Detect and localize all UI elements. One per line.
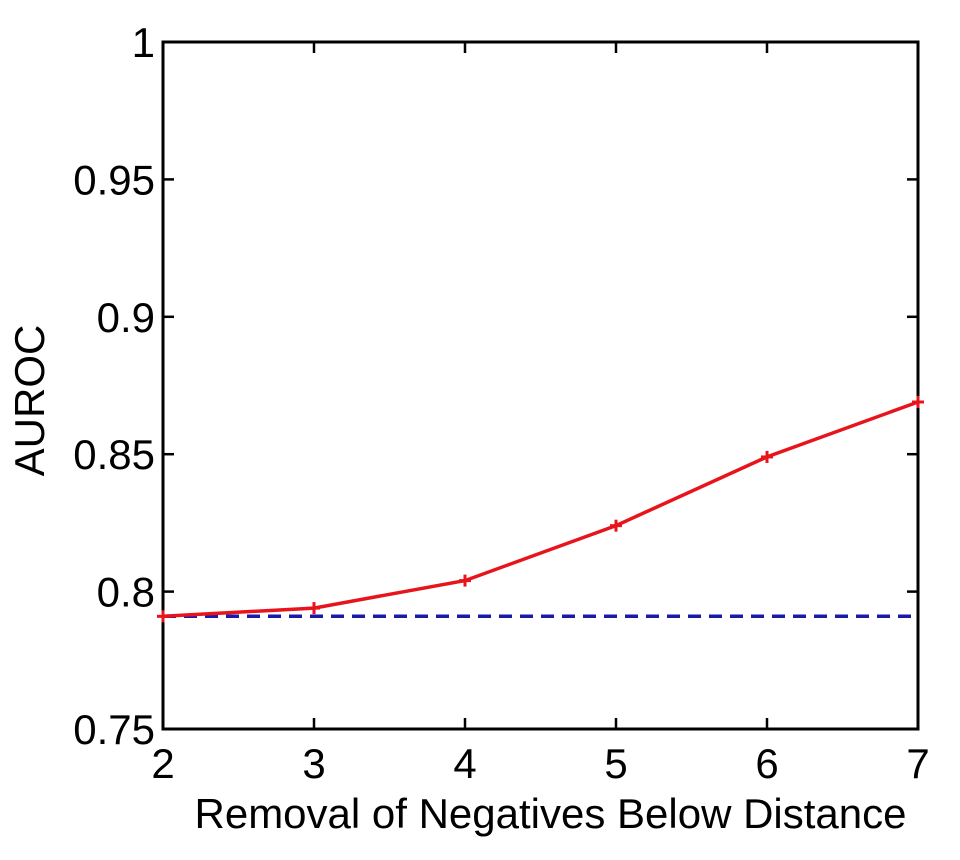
y-axis-title: AUROC [6,325,53,477]
y-tick-label: 0.8 [97,569,155,616]
x-tick-label: 3 [302,740,325,787]
auroc-line [162,400,919,619]
x-tick-label: 4 [453,740,476,787]
axis-ticks [161,40,920,731]
x-tick-label: 6 [755,740,778,787]
data-point-marker [610,519,622,532]
plot-area [161,40,920,731]
x-axis-title: Removal of Negatives Below Distance [195,790,907,837]
data-point-marker [761,450,773,463]
y-tick-label: 0.75 [73,706,155,753]
y-tick-label: 0.85 [73,431,155,478]
data-point-marker [157,610,169,623]
x-tick-label: 7 [906,740,929,787]
y-tick-label: 0.95 [73,156,155,203]
y-tick-label: 0.9 [97,294,155,341]
x-tick-label: 5 [604,740,627,787]
x-tick-label: 2 [151,740,174,787]
series-layer [157,395,924,623]
data-point-marker [459,574,471,587]
data-point-marker [912,395,924,408]
y-tick-label: 1 [132,19,155,66]
data-point-marker [308,602,320,615]
axis-tick-labels: 2 3 4 5 6 7 0.75 0.8 0.85 0.9 0.95 1 [73,19,929,787]
